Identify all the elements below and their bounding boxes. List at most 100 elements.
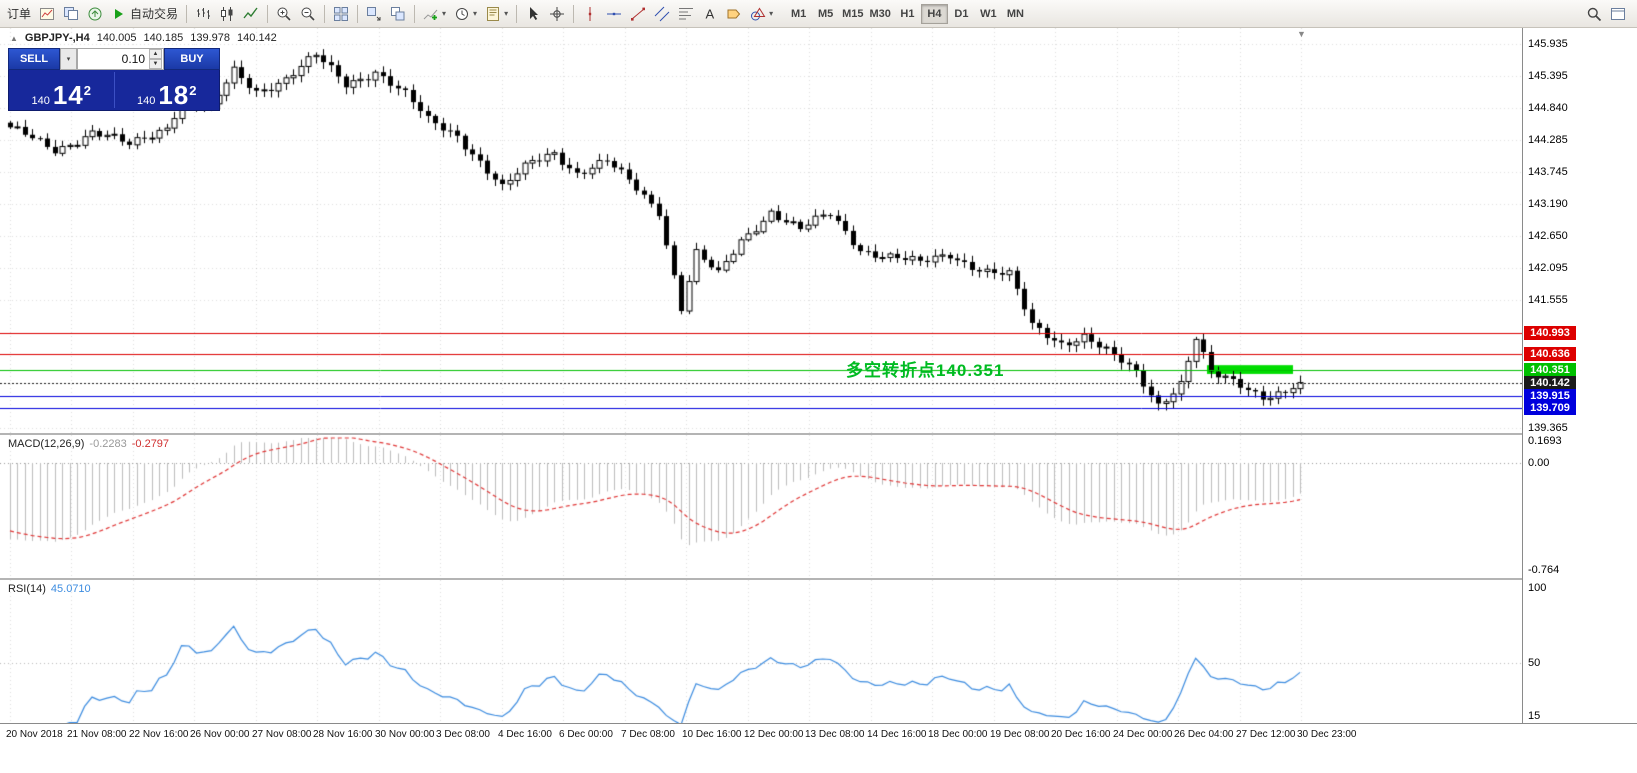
panel-separator[interactable] (0, 433, 1637, 435)
auto-arrange-icon[interactable] (362, 3, 386, 25)
buy-price-display[interactable]: 140 182 (115, 70, 220, 110)
price-axis-label: 144.285 (1528, 134, 1568, 147)
timeframe-d1-button[interactable]: D1 (948, 4, 975, 24)
macd-name: MACD(12,26,9) (8, 438, 85, 450)
toolbar-separator (516, 4, 518, 23)
price-axis[interactable]: 145.935 145.395 144.840 144.285 143.745 143.1… (1522, 28, 1637, 723)
timeframe-mn-button[interactable]: MN (1002, 4, 1029, 24)
time-axis-label: 19 Dec 08:00 (990, 729, 1050, 740)
bar-low-value: 139.978 (190, 32, 231, 44)
new-chart-icon[interactable] (35, 3, 59, 25)
arrow-label-icon[interactable] (722, 3, 746, 25)
toolbar-right-icons (1582, 3, 1630, 25)
time-axis-label: 7 Dec 08:00 (621, 729, 675, 740)
window-list-icon[interactable] (1606, 3, 1630, 25)
time-axis-label: 14 Dec 16:00 (867, 729, 927, 740)
add-indicator-icon-dropdown-icon[interactable]: ▾ (442, 9, 447, 18)
volume-input[interactable] (82, 51, 147, 67)
volume-down-icon[interactable]: ▼ (149, 59, 162, 69)
time-axis-label: 6 Dec 00:00 (559, 729, 613, 740)
line-chart-icon[interactable] (239, 3, 263, 25)
add-indicator-icon[interactable]: ▾ (419, 3, 450, 25)
time-axis-label: 4 Dec 16:00 (498, 729, 552, 740)
time-axis-label: 28 Nov 16:00 (313, 729, 373, 740)
sell-button[interactable]: SELL (8, 48, 60, 70)
buy-button[interactable]: BUY (164, 48, 220, 70)
time-axis-label: 21 Nov 08:00 (67, 729, 127, 740)
autotrading-button-label: 自动交易 (130, 7, 179, 21)
toolbar-separator (267, 4, 269, 23)
zoom-in-icon[interactable] (272, 3, 296, 25)
new-order-button[interactable]: 订单 (3, 3, 35, 25)
volume-up-icon[interactable]: ▲ (149, 49, 162, 59)
macd-main-value: -0.2283 (89, 438, 127, 450)
channel-icon[interactable] (650, 3, 674, 25)
main-chart-canvas[interactable] (0, 28, 1523, 433)
time-axis-label: 3 Dec 08:00 (436, 729, 490, 740)
buy-price-big: 18 (158, 80, 190, 110)
timeframe-w1-button[interactable]: W1 (975, 4, 1002, 24)
candlestick-chart-icon[interactable] (215, 3, 239, 25)
time-axis-label: 30 Nov 00:00 (375, 729, 435, 740)
one-click-menu-icon[interactable]: ▾ (60, 48, 77, 70)
tile-windows-icon[interactable] (329, 3, 353, 25)
sell-price-display[interactable]: 140 142 (9, 70, 114, 110)
sell-price-prefix: 140 (31, 95, 50, 107)
profiles-icon[interactable] (59, 3, 83, 25)
shapes-icon[interactable]: ▾ (746, 3, 777, 25)
vertical-line-icon[interactable] (578, 3, 602, 25)
price-axis-label: 145.935 (1528, 38, 1568, 50)
zoom-out-icon[interactable] (296, 3, 320, 25)
price-axis-label: 143.745 (1528, 165, 1568, 178)
price-level-tag-support: 139.915 (1524, 388, 1576, 403)
bar-high-value: 140.185 (143, 32, 184, 44)
text-icon[interactable]: A (698, 3, 722, 25)
cascade-windows-icon[interactable] (386, 3, 410, 25)
timeframe-h1-button[interactable]: H1 (894, 4, 921, 24)
timeframe-m30-button[interactable]: M30 (867, 4, 894, 24)
market-watch-icon[interactable] (83, 3, 107, 25)
fibonacci-icon[interactable] (674, 3, 698, 25)
time-axis-label: 26 Dec 04:00 (1174, 729, 1234, 740)
toolbar-separator (324, 4, 326, 23)
autotrading-button[interactable]: 自动交易 (107, 3, 182, 25)
timeframe-h4-button[interactable]: H4 (920, 3, 948, 24)
time-axis-label: 10 Dec 16:00 (682, 729, 742, 740)
periods-icon-dropdown-icon[interactable]: ▾ (473, 9, 478, 18)
time-axis-label: 20 Nov 2018 (6, 729, 63, 740)
periods-icon[interactable]: ▾ (450, 3, 481, 25)
bar-chart-icon[interactable] (191, 3, 215, 25)
time-axis-label: 26 Nov 00:00 (190, 729, 250, 740)
trendline-icon[interactable] (626, 3, 650, 25)
time-axis-label: 27 Dec 12:00 (1236, 729, 1296, 740)
time-axis-label: 27 Nov 08:00 (252, 729, 312, 740)
search-icon[interactable] (1582, 3, 1606, 25)
symbol-marker-icon: ▲ (10, 33, 18, 43)
sell-price-big: 14 (52, 80, 84, 110)
cursor-icon[interactable] (521, 3, 545, 25)
horizontal-line-icon[interactable] (602, 3, 626, 25)
crosshair-icon[interactable] (545, 3, 569, 25)
chart-shift-marker-icon[interactable]: ▼ (1297, 29, 1306, 39)
time-axis-line (0, 723, 1637, 724)
macd-panel-canvas[interactable] (0, 435, 1523, 578)
timeframe-m5-button[interactable]: M5 (812, 4, 839, 24)
price-level-tag-resistance: 140.993 (1524, 325, 1576, 340)
new-order-button-label: 订单 (7, 7, 32, 21)
rsi-scale-label: 100 (1528, 582, 1547, 594)
shapes-icon-dropdown-icon[interactable]: ▾ (769, 9, 774, 18)
timeframe-m1-button[interactable]: M1 (785, 4, 812, 24)
templates-icon-dropdown-icon[interactable]: ▾ (504, 9, 509, 18)
buy-price-prefix: 140 (136, 95, 156, 107)
timeframe-m15-button[interactable]: M15 (839, 4, 866, 24)
main-toolbar: 订单 自动交易 ▾ ▾ ▾ A ▾ M1 M5 M15 M30 H1 H4 D1 W1 MN (0, 0, 1637, 28)
rsi-panel-canvas[interactable] (0, 580, 1523, 723)
templates-icon[interactable]: ▾ (481, 3, 512, 25)
toolbar-separator (573, 4, 575, 23)
panel-separator[interactable] (0, 578, 1637, 580)
time-axis-label: 30 Dec 23:00 (1297, 729, 1357, 740)
price-level-tag-resistance: 140.636 (1524, 346, 1576, 361)
one-click-controls-row: SELL ▾ ▲ ▼ BUY (8, 48, 220, 70)
time-axis[interactable]: 20 Nov 2018 21 Nov 08:00 22 Nov 16:00 26 No… (0, 724, 1637, 750)
toolbar-icon-groups: 订单 自动交易 ▾ ▾ ▾ A ▾ (3, 3, 777, 25)
